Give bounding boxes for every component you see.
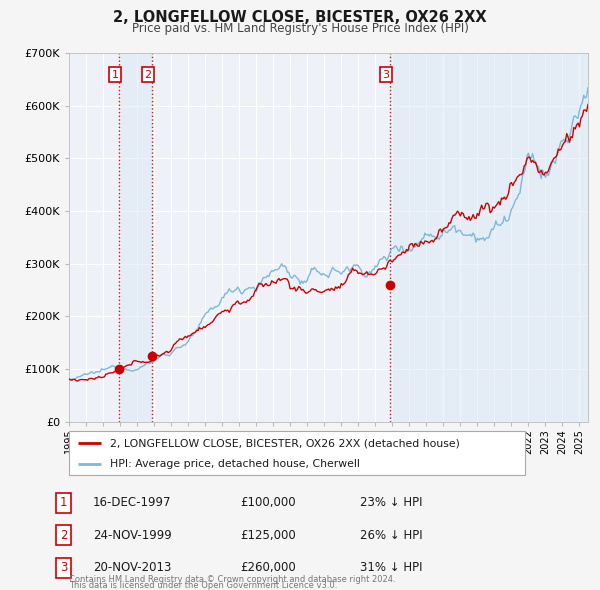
Text: 24-NOV-1999: 24-NOV-1999	[93, 529, 172, 542]
Text: £100,000: £100,000	[240, 496, 296, 509]
Text: 26% ↓ HPI: 26% ↓ HPI	[360, 529, 422, 542]
Text: 31% ↓ HPI: 31% ↓ HPI	[360, 561, 422, 574]
Text: 16-DEC-1997: 16-DEC-1997	[93, 496, 172, 509]
Text: 3: 3	[60, 561, 67, 574]
Text: 3: 3	[383, 70, 389, 80]
Text: This data is licensed under the Open Government Licence v3.0.: This data is licensed under the Open Gov…	[69, 581, 337, 590]
Text: 2, LONGFELLOW CLOSE, BICESTER, OX26 2XX: 2, LONGFELLOW CLOSE, BICESTER, OX26 2XX	[113, 10, 487, 25]
FancyBboxPatch shape	[69, 431, 525, 475]
Text: 23% ↓ HPI: 23% ↓ HPI	[360, 496, 422, 509]
Bar	[119, 53, 152, 422]
Text: £125,000: £125,000	[240, 529, 296, 542]
Text: 1: 1	[112, 70, 119, 80]
Text: HPI: Average price, detached house, Cherwell: HPI: Average price, detached house, Cher…	[110, 459, 360, 469]
Text: 2: 2	[145, 70, 152, 80]
Text: 1: 1	[60, 496, 67, 509]
Text: 2, LONGFELLOW CLOSE, BICESTER, OX26 2XX (detached house): 2, LONGFELLOW CLOSE, BICESTER, OX26 2XX …	[110, 438, 460, 448]
Text: 20-NOV-2013: 20-NOV-2013	[93, 561, 172, 574]
Bar	[391, 53, 588, 422]
Text: 2: 2	[60, 529, 67, 542]
Text: £260,000: £260,000	[240, 561, 296, 574]
Text: Contains HM Land Registry data © Crown copyright and database right 2024.: Contains HM Land Registry data © Crown c…	[69, 575, 395, 584]
Text: Price paid vs. HM Land Registry's House Price Index (HPI): Price paid vs. HM Land Registry's House …	[131, 22, 469, 35]
